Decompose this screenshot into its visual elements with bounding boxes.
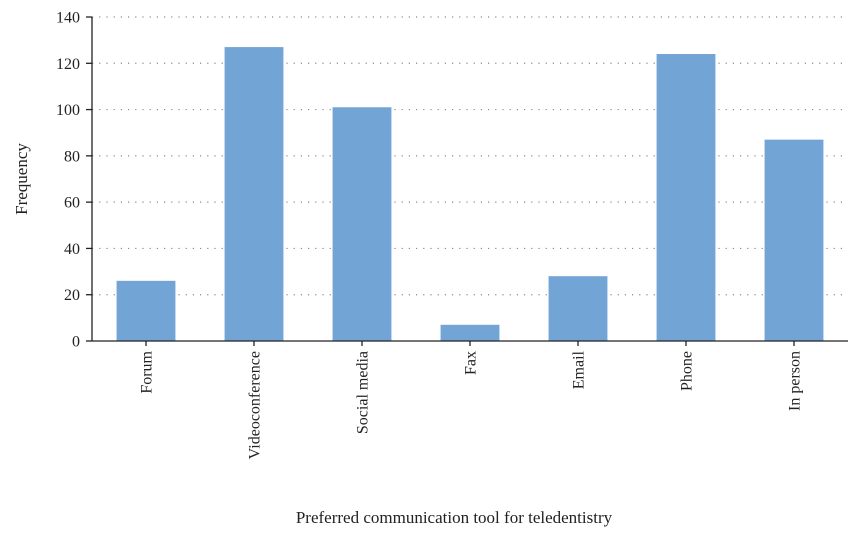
x-axis-title: Preferred communication tool for teleden…	[296, 508, 613, 527]
y-tick-label: 140	[56, 10, 80, 27]
bar-videoconference	[224, 47, 284, 341]
bars	[116, 47, 824, 342]
y-tick-label: 120	[56, 56, 80, 73]
x-tick-label: Videoconference	[247, 351, 264, 459]
y-tick-label: 60	[64, 195, 80, 212]
x-tick-label: Email	[571, 350, 588, 389]
y-tick-label: 80	[64, 148, 80, 165]
bar-forum	[116, 280, 176, 341]
bar-phone	[656, 54, 716, 342]
y-tick-label: 0	[72, 334, 80, 351]
bar-in-person	[764, 139, 824, 341]
grid-lines	[92, 16, 848, 296]
bar-social-media	[332, 107, 392, 341]
y-axis-title: Frequency	[12, 143, 31, 215]
y-tick-labels: 0 20 40 60 80 100 120 140	[56, 10, 80, 351]
x-tick-label: Fax	[463, 351, 480, 375]
bar-fax	[440, 324, 500, 341]
y-tick-label: 40	[64, 241, 80, 258]
y-tick-label: 100	[56, 102, 80, 119]
x-tick-label: In person	[787, 351, 804, 411]
y-tick-label: 20	[64, 287, 80, 304]
x-tick-label: Forum	[139, 350, 156, 393]
x-tick-labels: Forum Videoconference Social media Fax Email…	[139, 350, 804, 459]
axes	[86, 16, 848, 346]
x-tick-label: Phone	[679, 351, 696, 391]
x-tick-label: Social media	[355, 351, 372, 434]
bar-email	[548, 276, 608, 341]
